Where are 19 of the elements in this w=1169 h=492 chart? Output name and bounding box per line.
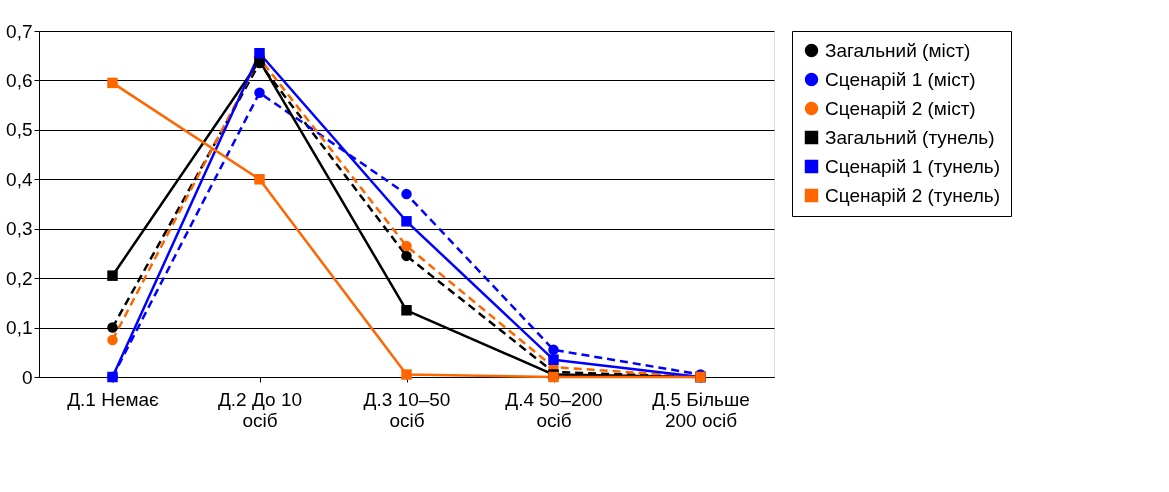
legend-label: Сценарій 2 (міст) xyxy=(825,97,976,119)
y-tick-label: 0,5 xyxy=(6,119,33,141)
y-tick-label: 0,3 xyxy=(6,218,33,240)
legend-label: Сценарій 1 (тунель) xyxy=(825,155,1001,177)
x-tick-label: Д.1 Немає xyxy=(67,388,160,410)
y-tick-label: 0,1 xyxy=(6,317,33,339)
y-tick-label: 0,4 xyxy=(6,168,33,190)
y-tick-label: 0 xyxy=(21,366,33,388)
legend-label: Загальний (міст) xyxy=(825,39,971,61)
y-tick-label: 0,6 xyxy=(6,69,33,91)
y-tick-label: 0,7 xyxy=(6,20,33,42)
legend-label: Сценарій 1 (міст) xyxy=(825,68,976,90)
x-tick-label: Д.3 10–50 осіб xyxy=(363,388,451,431)
x-tick-label: Д.4 50–200 осіб xyxy=(505,388,603,431)
legend-label: Сценарій 2 (тунель) xyxy=(825,184,1001,206)
x-tick-label: Д.5 Більше 200 осіб xyxy=(652,388,750,431)
y-tick-label: 0,2 xyxy=(6,267,33,289)
x-tick-label: Д.2 До 10 осіб xyxy=(217,388,303,431)
legend-label: Загальний (тунель) xyxy=(825,126,995,148)
